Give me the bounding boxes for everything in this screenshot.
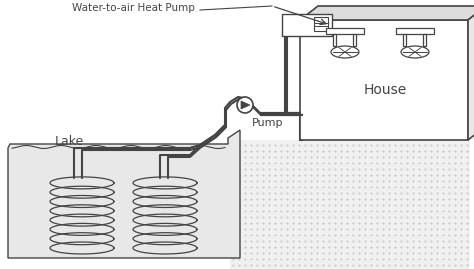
- Bar: [230, 140, 470, 269]
- Polygon shape: [468, 6, 474, 140]
- Bar: [403, 34, 407, 46]
- Ellipse shape: [331, 46, 359, 58]
- Text: Pump: Pump: [252, 118, 283, 128]
- Text: House: House: [364, 83, 407, 97]
- Bar: [326, 28, 364, 34]
- Polygon shape: [300, 6, 474, 20]
- Circle shape: [237, 97, 253, 113]
- Ellipse shape: [401, 46, 429, 58]
- Polygon shape: [8, 130, 240, 258]
- Bar: [354, 34, 356, 46]
- Polygon shape: [241, 101, 250, 109]
- Text: Lake: Lake: [55, 135, 84, 148]
- Text: Water-to-air Heat Pump: Water-to-air Heat Pump: [72, 3, 195, 13]
- Bar: [282, 14, 332, 36]
- Bar: [396, 28, 434, 34]
- Bar: [423, 34, 427, 46]
- Bar: [334, 34, 337, 46]
- Bar: [314, 17, 328, 31]
- Bar: [300, 20, 468, 140]
